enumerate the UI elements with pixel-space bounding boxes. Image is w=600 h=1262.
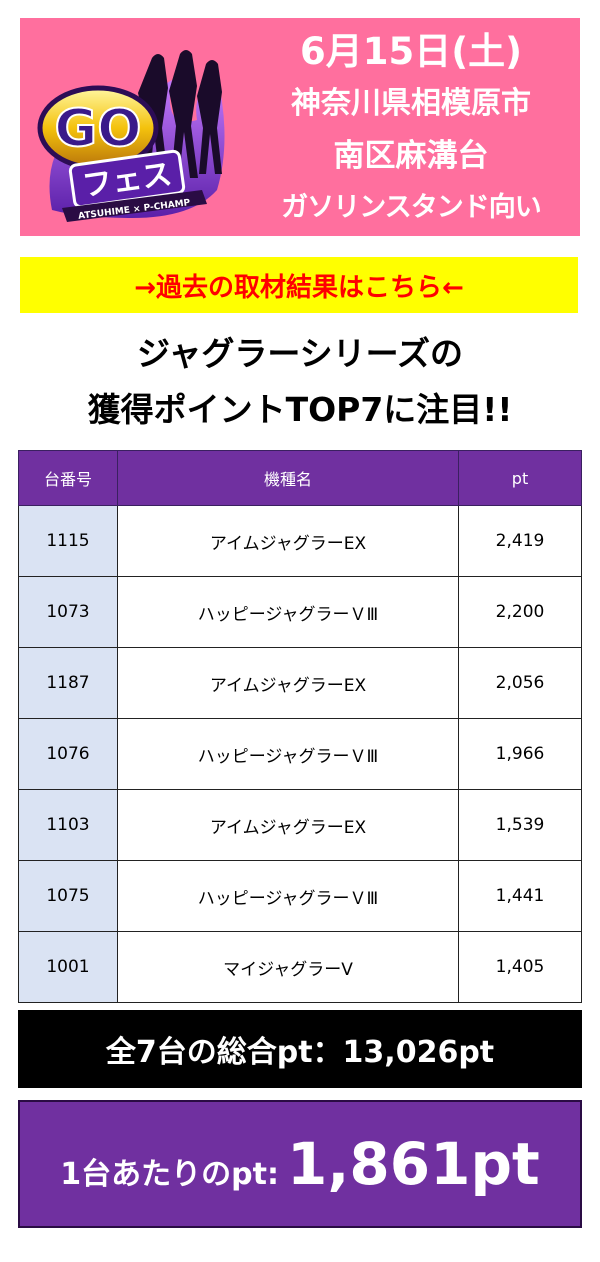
table-header-row: 台番号 機種名 pt — [18, 450, 582, 506]
event-banner: GO フェス ATSUHIME × P-CHAMP 6月15日(土) 神奈川県相… — [20, 18, 580, 236]
header-model-name: 機種名 — [117, 450, 459, 506]
points-cell: 1,405 — [458, 931, 582, 1003]
machine-number-cell: 1076 — [18, 718, 118, 790]
model-name-cell: ハッピージャグラーＶⅢ — [117, 718, 459, 790]
machine-number-cell: 1115 — [18, 505, 118, 577]
table-row: 1076 ハッピージャグラーＶⅢ 1,966 — [18, 718, 582, 790]
past-results-link[interactable]: →過去の取材結果はこちら← — [134, 272, 464, 303]
table-row: 1187 アイムジャグラーEX 2,056 — [18, 647, 582, 719]
average-points-box: 1台あたりのpt: 1,861pt — [18, 1100, 582, 1228]
points-cell: 2,200 — [458, 576, 582, 648]
event-location-area: 南区麻溝台 — [333, 138, 489, 174]
machine-number-cell: 1075 — [18, 860, 118, 932]
points-cell: 1,539 — [458, 789, 582, 861]
event-location-landmark: ガソリンスタンド向い — [281, 192, 541, 223]
svg-text:GO: GO — [55, 99, 142, 159]
machine-number-cell: 1187 — [18, 647, 118, 719]
table-row: 1073 ハッピージャグラーＶⅢ 2,200 — [18, 576, 582, 648]
header-machine-number: 台番号 — [18, 450, 118, 506]
banner-text: 6月15日(土) 神奈川県相模原市 南区麻溝台 ガソリンスタンド向い — [244, 26, 578, 234]
go-fes-logo: GO フェス ATSUHIME × P-CHAMP — [37, 50, 225, 222]
average-points-label: 1台あたりのpt: — [60, 1157, 279, 1192]
machine-number-cell: 1001 — [18, 931, 118, 1003]
points-cell: 1,441 — [458, 860, 582, 932]
points-cell: 2,419 — [458, 505, 582, 577]
model-name-cell: アイムジャグラーEX — [117, 647, 459, 719]
model-name-cell: ハッピージャグラーＶⅢ — [117, 860, 459, 932]
event-date: 6月15日(土) — [299, 30, 523, 73]
headline-line-2: 獲得ポイントTOP7に注目!! — [87, 390, 513, 429]
table-row: 1001 マイジャグラーV 1,405 — [18, 931, 582, 1003]
points-cell: 1,966 — [458, 718, 582, 790]
model-name-cell: マイジャグラーV — [117, 931, 459, 1003]
table-row: 1115 アイムジャグラーEX 2,419 — [18, 505, 582, 577]
machine-number-cell: 1103 — [18, 789, 118, 861]
headline-line-1: ジャグラーシリーズの — [136, 334, 464, 373]
headline: ジャグラーシリーズの 獲得ポイントTOP7に注目!! — [0, 326, 600, 438]
model-name-cell: ハッピージャグラーＶⅢ — [117, 576, 459, 648]
table-row: 1103 アイムジャグラーEX 1,539 — [18, 789, 582, 861]
total-points-box: 全7台の総合pt：13,026pt — [18, 1010, 582, 1088]
past-results-link-bar[interactable]: →過去の取材結果はこちら← — [20, 257, 578, 313]
ranking-table: 台番号 機種名 pt 1115 アイムジャグラーEX 2,419 1073 ハッ… — [18, 450, 582, 1003]
header-points: pt — [458, 450, 582, 506]
event-location-city: 神奈川県相模原市 — [291, 86, 531, 121]
model-name-cell: アイムジャグラーEX — [117, 505, 459, 577]
model-name-cell: アイムジャグラーEX — [117, 789, 459, 861]
points-cell: 2,056 — [458, 647, 582, 719]
machine-number-cell: 1073 — [18, 576, 118, 648]
average-points-value: 1,861pt — [286, 1130, 540, 1198]
total-points-text: 全7台の総合pt：13,026pt — [105, 1035, 495, 1070]
table-row: 1075 ハッピージャグラーＶⅢ 1,441 — [18, 860, 582, 932]
